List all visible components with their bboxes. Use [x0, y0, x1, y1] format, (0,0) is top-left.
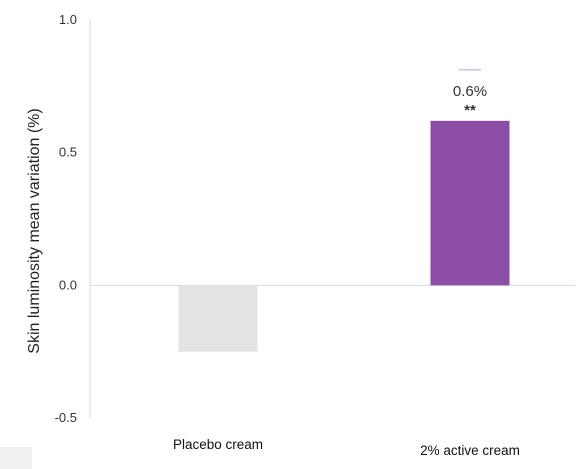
data-label: 0.6%: [453, 83, 487, 100]
category-label: 2% active cream: [420, 443, 520, 458]
y-tick-label: 0.0: [59, 277, 77, 292]
data-annotations: 0.6% **: [453, 69, 487, 119]
y-tick-label: 1.0: [59, 12, 77, 27]
corner-decoration: [0, 447, 32, 469]
y-tick-label: -0.5: [55, 410, 77, 425]
bar: [178, 285, 258, 352]
bar: [430, 120, 510, 286]
significance-label: **: [464, 102, 476, 119]
category-labels: Placebo cream 2% active cream: [173, 437, 520, 458]
bars: [178, 120, 510, 352]
y-axis-label: Skin luminosity mean variation (%): [26, 108, 43, 353]
y-tick-labels: 1.0 0.5 0.0 -0.5: [55, 12, 77, 425]
y-tick-label: 0.5: [59, 145, 77, 160]
category-label: Placebo cream: [173, 437, 263, 452]
